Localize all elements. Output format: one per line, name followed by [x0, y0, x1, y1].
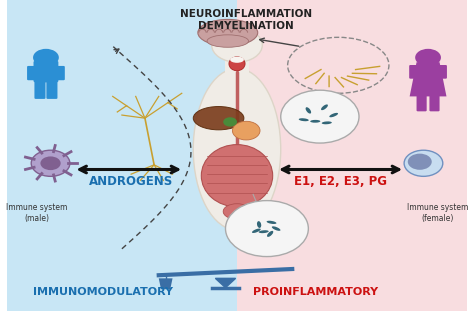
Polygon shape — [215, 278, 236, 288]
Circle shape — [223, 117, 237, 127]
FancyBboxPatch shape — [417, 95, 427, 111]
Text: Immune system
(male): Immune system (male) — [6, 203, 67, 223]
Ellipse shape — [324, 120, 330, 126]
Circle shape — [281, 90, 359, 143]
Ellipse shape — [254, 223, 264, 226]
Text: Immune system
(female): Immune system (female) — [407, 203, 468, 223]
Text: ANDROGENS: ANDROGENS — [89, 175, 173, 188]
Circle shape — [415, 49, 441, 66]
Bar — [226, 56, 248, 75]
Ellipse shape — [223, 204, 251, 219]
Polygon shape — [410, 62, 447, 96]
Circle shape — [212, 28, 262, 62]
Ellipse shape — [193, 106, 244, 130]
Text: PROINFLAMMATORY: PROINFLAMMATORY — [253, 287, 378, 297]
Ellipse shape — [229, 57, 245, 71]
Text: IMMUNOMODULATORY: IMMUNOMODULATORY — [34, 287, 173, 297]
Circle shape — [226, 201, 309, 257]
FancyBboxPatch shape — [35, 80, 46, 99]
Ellipse shape — [310, 120, 320, 123]
Ellipse shape — [267, 220, 276, 225]
Ellipse shape — [300, 117, 308, 122]
Circle shape — [408, 154, 432, 170]
FancyBboxPatch shape — [429, 95, 439, 111]
FancyBboxPatch shape — [46, 80, 57, 99]
Ellipse shape — [198, 19, 258, 46]
Circle shape — [404, 150, 443, 176]
FancyBboxPatch shape — [34, 61, 58, 82]
FancyBboxPatch shape — [438, 65, 447, 79]
Ellipse shape — [320, 105, 328, 110]
Circle shape — [40, 156, 61, 170]
Ellipse shape — [230, 57, 244, 63]
Text: NEUROINFLAMMATION
DEMYELINATION: NEUROINFLAMMATION DEMYELINATION — [180, 9, 312, 31]
Circle shape — [33, 49, 59, 66]
Ellipse shape — [232, 121, 260, 140]
Ellipse shape — [272, 227, 281, 230]
Ellipse shape — [207, 35, 248, 47]
FancyBboxPatch shape — [409, 65, 419, 79]
Bar — [7, 0, 237, 311]
Bar — [237, 0, 467, 311]
Ellipse shape — [331, 112, 336, 118]
Ellipse shape — [268, 230, 273, 237]
Ellipse shape — [201, 145, 273, 207]
Polygon shape — [159, 278, 173, 289]
Ellipse shape — [304, 108, 313, 113]
Text: E1, E2, E3, PG: E1, E2, E3, PG — [294, 175, 387, 188]
Circle shape — [31, 150, 70, 176]
Ellipse shape — [259, 230, 269, 233]
Ellipse shape — [252, 229, 261, 233]
Ellipse shape — [193, 68, 281, 230]
FancyBboxPatch shape — [54, 66, 65, 80]
FancyBboxPatch shape — [27, 66, 38, 80]
